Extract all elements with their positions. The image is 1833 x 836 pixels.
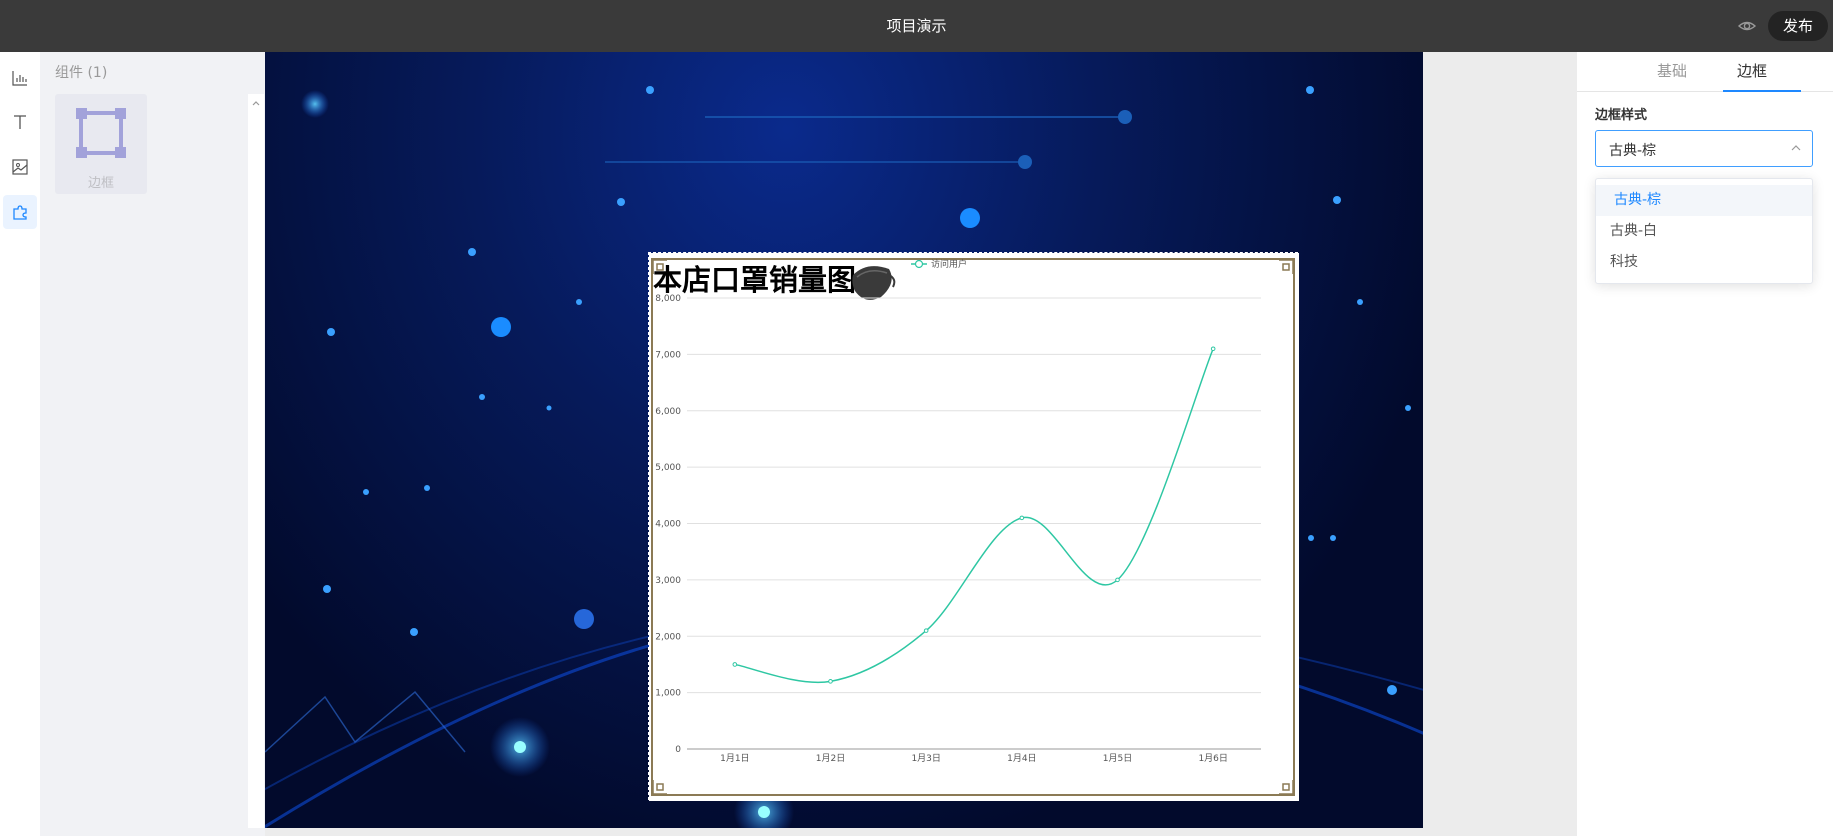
puzzle-icon[interactable] <box>3 195 37 229</box>
option-classic-white[interactable]: 古典-白 <box>1610 223 1658 239</box>
component-card-border[interactable]: 边框 <box>55 94 147 194</box>
corner-ornament-icon <box>1279 259 1294 274</box>
y-tick-label: 5,000 <box>655 463 681 473</box>
data-point <box>1115 577 1120 583</box>
components-heading: 组件 (1) <box>55 65 108 81</box>
eye-icon[interactable] <box>1737 16 1757 36</box>
chart-title: 本店口罩销量图 <box>653 263 857 297</box>
text-icon[interactable] <box>3 105 37 139</box>
component-label: 边框 <box>87 176 114 191</box>
chart-icon[interactable] <box>3 61 37 95</box>
data-point <box>923 628 929 633</box>
x-tick-label: 1月4日 <box>1007 753 1036 764</box>
line-chart: 0 1,000 2,000 3,000 4,000 5,000 6,000 7,000 8,00… <box>655 258 1261 764</box>
corner-ornament-icon <box>652 259 667 274</box>
legend-marker <box>914 259 924 269</box>
corner-ornament-icon <box>1279 780 1294 795</box>
option-tech[interactable]: 科技 <box>1610 254 1638 270</box>
scrollbar[interactable] <box>248 94 264 828</box>
tool-rail <box>0 52 40 836</box>
y-tick-label: 8,000 <box>655 294 681 304</box>
border-style-value: 古典-棕 <box>1609 143 1657 159</box>
image-icon[interactable] <box>3 150 37 184</box>
tab-divider <box>1577 91 1833 92</box>
components-panel: 组件 (1) 边框 <box>40 52 265 836</box>
legend-label: 访问用户 <box>931 258 967 270</box>
classic-brown-border <box>651 258 1295 796</box>
tab-border[interactable]: 边框 <box>1737 62 1768 80</box>
option-classic-brown[interactable]: 古典-棕 <box>1596 185 1812 216</box>
mask-icon <box>852 266 896 300</box>
x-tick-label: 1月5日 <box>1103 753 1132 764</box>
y-tick-label: 4,000 <box>655 520 681 530</box>
series-line <box>734 348 1214 684</box>
y-tick-label: 3,000 <box>655 576 681 586</box>
chevron-up-icon <box>252 101 260 106</box>
publish-button[interactable]: 发布 <box>1768 11 1828 41</box>
data-point <box>732 662 738 667</box>
data-point <box>828 679 833 684</box>
app-title: 项目演示 <box>886 17 947 35</box>
corner-ornament-icon <box>652 780 667 795</box>
chevron-up-icon <box>1791 145 1801 151</box>
y-tick-label: 1,000 <box>655 689 681 699</box>
y-tick-label: 0 <box>675 745 681 755</box>
border-style-dropdown: 古典-棕 古典-白 科技 <box>1595 178 1813 284</box>
frame-icon <box>76 108 126 158</box>
border-style-select[interactable]: 古典-棕 <box>1595 130 1813 167</box>
y-tick-label: 7,000 <box>655 350 681 360</box>
x-tick-label: 1月6日 <box>1198 753 1227 764</box>
top-bar: 项目演示 发布 <box>0 0 1833 52</box>
design-canvas[interactable]: 本店口罩销量图 0 1,000 2,000 3,000 4,000 5,000 6,000 7… <box>265 52 1423 828</box>
tab-basic[interactable]: 基础 <box>1657 62 1688 80</box>
x-tick-label: 1月2日 <box>816 753 845 764</box>
border-style-label: 边框样式 <box>1595 108 1648 123</box>
properties-panel: 基础 边框 边框样式 古典-棕 古典-棕 古典-白 科技 <box>1577 52 1833 836</box>
data-point <box>1210 346 1216 352</box>
x-tick-label: 1月1日 <box>720 753 749 764</box>
active-tab-indicator <box>1723 90 1801 92</box>
data-point <box>1019 515 1025 521</box>
chart-component[interactable]: 本店口罩销量图 0 1,000 2,000 3,000 4,000 5,000 6,000 7… <box>649 253 1299 801</box>
y-tick-label: 2,000 <box>655 632 681 642</box>
x-tick-label: 1月3日 <box>911 753 940 764</box>
y-tick-label: 6,000 <box>655 407 681 417</box>
